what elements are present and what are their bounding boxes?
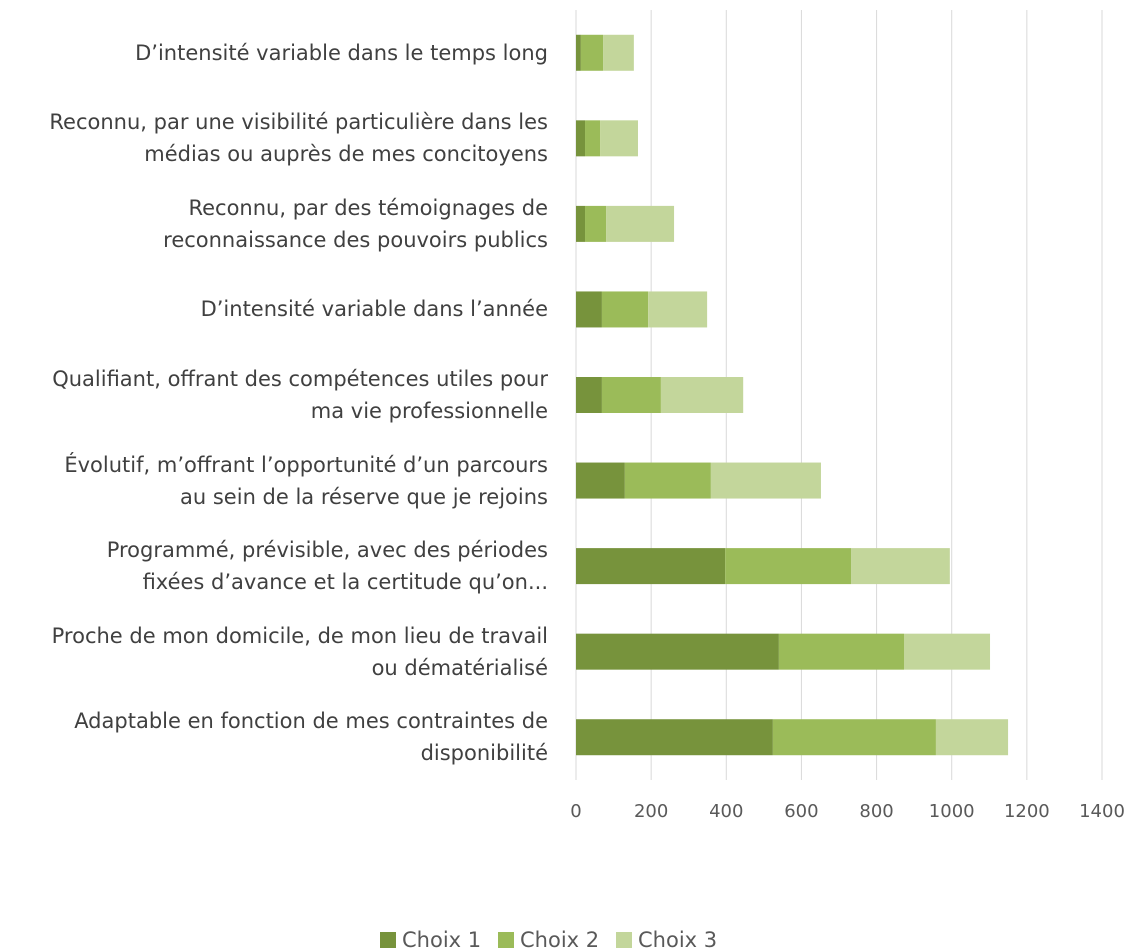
bar-segment (600, 120, 638, 157)
legend-label: Choix 2 (520, 928, 599, 951)
category-label: Proche de mon domicile, de mon lieu de t… (51, 623, 548, 680)
bar-segment (585, 205, 607, 242)
category-label: D’intensité variable dans le temps long (135, 40, 548, 65)
x-tick-label: 0 (570, 801, 581, 822)
x-tick-label: 400 (709, 801, 743, 822)
bar-segment (648, 291, 708, 328)
legend-swatch (616, 932, 632, 948)
bar-segment (935, 719, 1009, 756)
bar-segment (601, 377, 661, 413)
bar-segment (778, 633, 904, 670)
bar-segment (725, 548, 852, 585)
x-tick-label: 1000 (929, 801, 975, 822)
category-label: Reconnu, par une visibilité particulière… (49, 110, 548, 167)
bar-segment (585, 120, 601, 157)
category-label: Évolutif, m’offrant l’opportunité d’un p… (64, 452, 548, 509)
bar-segment (576, 462, 625, 499)
bar-segment (772, 719, 936, 756)
bar-segment (576, 548, 726, 585)
legend-swatch (380, 932, 396, 948)
category-label: Programmé, prévisible, avec des périodes… (106, 538, 548, 595)
bar-segment (601, 291, 649, 328)
category-label: Qualifiant, offrant des compétences util… (52, 367, 548, 423)
legend-label: Choix 3 (638, 928, 717, 951)
x-tick-label: 1400 (1079, 801, 1125, 822)
bar-segment (576, 34, 581, 71)
legend-label: Choix 1 (402, 928, 481, 951)
x-tick-label: 600 (784, 801, 818, 822)
x-tick-label: 1200 (1004, 801, 1050, 822)
category-label: Adaptable en fonction de mes contraintes… (74, 709, 548, 766)
bar-segment (660, 377, 744, 413)
bar-segment (576, 291, 602, 328)
bar-segment (606, 205, 675, 242)
bar-segment (576, 377, 602, 413)
category-label: Reconnu, par des témoignages de reconnai… (163, 195, 548, 252)
bar-segment (576, 120, 586, 157)
bar-segment (576, 633, 779, 670)
bar-segment (580, 34, 604, 71)
bar-segment (624, 462, 711, 499)
bar-segment (903, 633, 991, 670)
category-label: D’intensité variable dans l’année (200, 297, 548, 322)
x-tick-label: 200 (634, 801, 668, 822)
bar-segment (603, 34, 634, 71)
legend-swatch (498, 932, 514, 948)
bar-segment (576, 719, 773, 756)
x-tick-label: 800 (859, 801, 893, 822)
bar-segment (710, 462, 821, 499)
bar-segment (576, 205, 586, 242)
bar-segment (851, 548, 950, 585)
